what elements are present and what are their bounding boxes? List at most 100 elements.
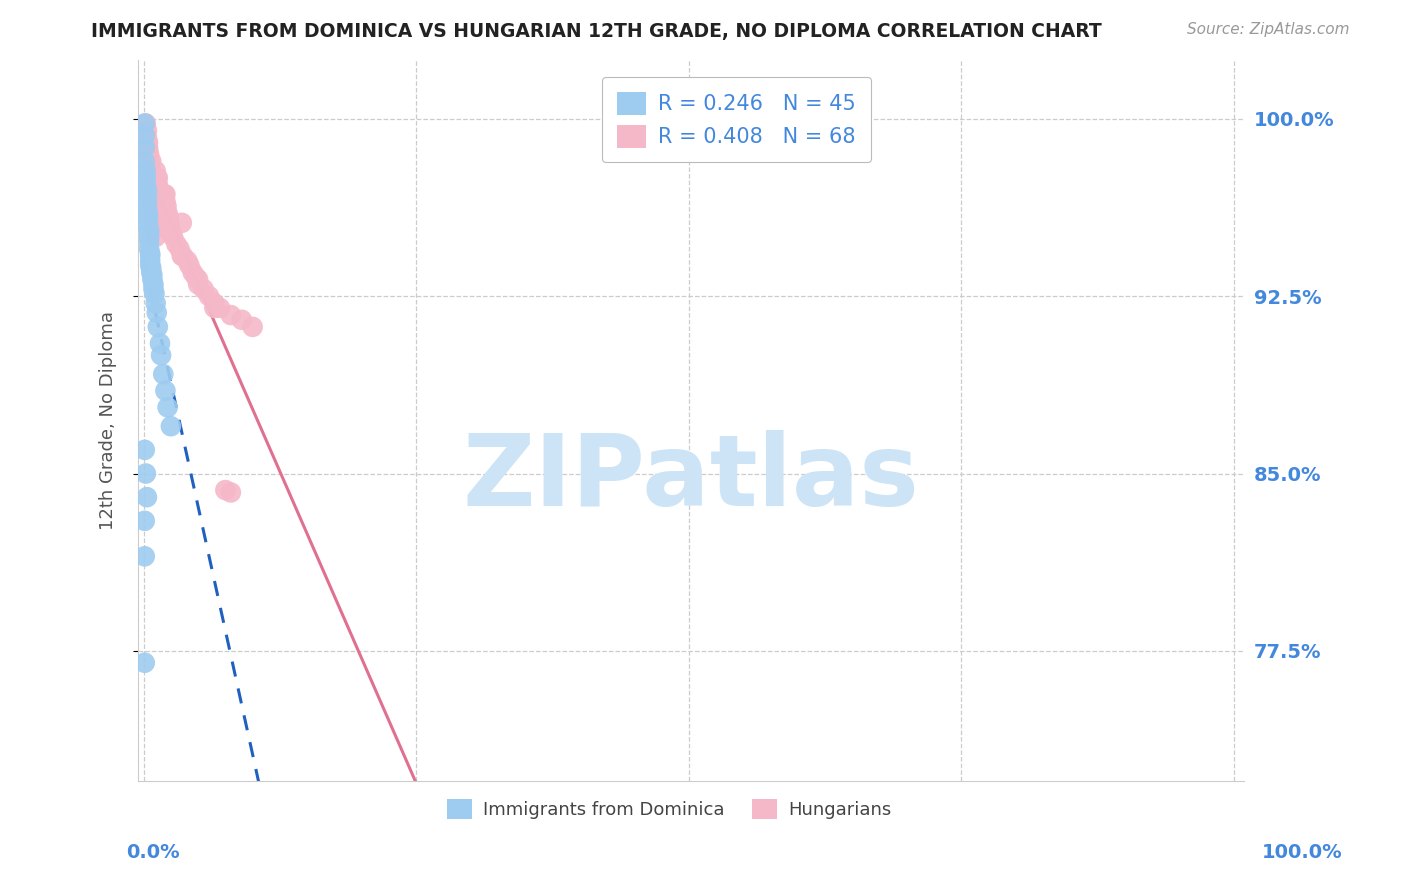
Point (214, 483, 236, 497)
Point (198, 289, 221, 303)
Point (179, 259, 201, 273)
Point (157, 211, 180, 225)
Point (139, 170, 162, 185)
Point (138, 225, 160, 239)
Point (134, 140, 156, 154)
Point (139, 163, 162, 178)
Point (134, 656, 156, 670)
Point (134, 154, 156, 169)
Point (176, 253, 198, 268)
Point (143, 223, 166, 237)
Point (155, 194, 177, 209)
Point (146, 170, 169, 185)
Point (139, 246, 162, 260)
Point (135, 123, 157, 137)
Point (135, 178, 157, 192)
Point (219, 308, 242, 322)
Point (138, 230, 160, 244)
Point (162, 230, 184, 244)
Point (153, 187, 176, 202)
Point (145, 306, 167, 320)
Point (146, 178, 169, 192)
Point (141, 176, 163, 190)
Point (141, 268, 163, 282)
Point (135, 116, 157, 130)
Point (150, 206, 173, 220)
Point (155, 384, 177, 398)
Point (141, 260, 163, 275)
Point (231, 312, 253, 326)
Point (135, 170, 157, 185)
Point (208, 301, 231, 315)
Point (219, 485, 242, 500)
Point (135, 130, 157, 145)
Point (135, 163, 157, 178)
Point (145, 230, 167, 244)
Point (170, 216, 193, 230)
Point (135, 467, 157, 481)
Point (149, 194, 172, 209)
Point (145, 296, 167, 310)
Point (152, 211, 174, 225)
Point (136, 136, 159, 150)
Point (141, 154, 163, 169)
Point (193, 282, 215, 296)
Point (170, 249, 193, 263)
Point (134, 549, 156, 564)
Point (138, 154, 160, 169)
Point (187, 277, 209, 292)
Point (142, 282, 165, 296)
Point (136, 211, 159, 225)
Point (152, 367, 174, 381)
Point (136, 140, 159, 154)
Point (204, 296, 226, 310)
Point (141, 183, 163, 197)
Point (138, 147, 160, 161)
Point (141, 272, 163, 286)
Point (152, 206, 174, 220)
Point (139, 253, 162, 268)
Point (139, 259, 162, 273)
Point (136, 143, 159, 157)
Point (143, 218, 166, 232)
Point (134, 514, 156, 528)
Point (148, 183, 170, 197)
Text: ZIPatlas: ZIPatlas (463, 430, 920, 526)
Point (145, 163, 167, 178)
Point (142, 211, 165, 225)
Point (149, 336, 172, 351)
Point (135, 147, 157, 161)
Point (146, 319, 169, 334)
Point (149, 190, 172, 204)
Point (156, 206, 179, 220)
Point (242, 319, 264, 334)
Point (145, 183, 167, 197)
Point (139, 249, 162, 263)
Point (160, 225, 183, 239)
Point (135, 490, 157, 504)
Point (160, 225, 183, 239)
Point (150, 199, 173, 213)
Point (143, 286, 166, 301)
Point (136, 206, 159, 220)
Point (159, 218, 181, 232)
Point (204, 301, 226, 315)
Point (141, 199, 163, 213)
Point (135, 199, 157, 213)
Point (141, 187, 163, 202)
Text: Source: ZipAtlas.com: Source: ZipAtlas.com (1187, 22, 1350, 37)
Y-axis label: 12th Grade, No Diploma: 12th Grade, No Diploma (100, 310, 117, 530)
Point (165, 237, 187, 252)
Point (172, 249, 194, 263)
Point (134, 128, 156, 143)
Point (136, 218, 159, 232)
Point (155, 199, 177, 213)
Text: 100.0%: 100.0% (1263, 843, 1343, 862)
Point (135, 190, 157, 204)
Point (187, 272, 209, 286)
Point (156, 401, 179, 415)
Point (138, 242, 160, 256)
Point (184, 270, 207, 285)
Point (138, 223, 160, 237)
Point (135, 183, 157, 197)
